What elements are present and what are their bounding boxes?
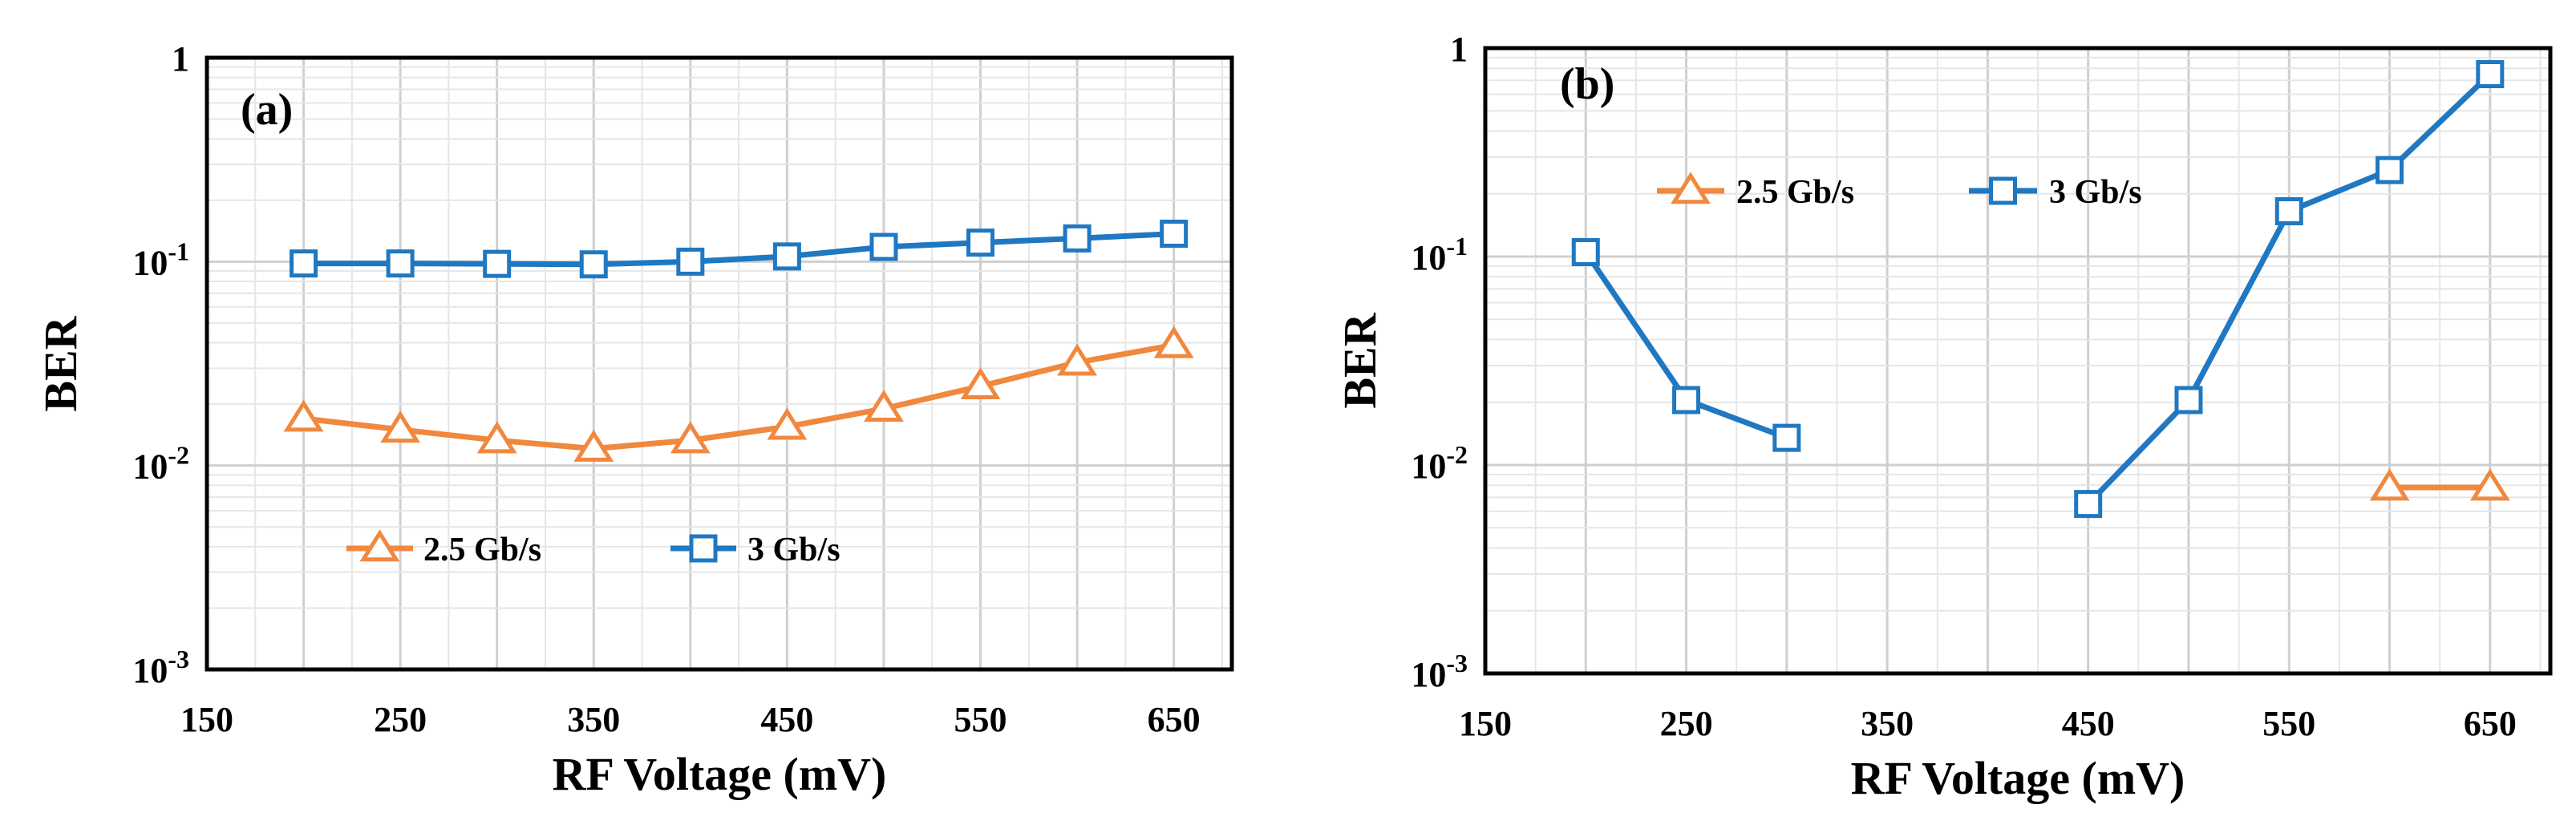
legend-entry-3-gbps: 3 Gb/s [670, 532, 840, 568]
x-tick-label: 350 [1861, 704, 1914, 743]
x-tick-label: 250 [374, 700, 427, 739]
data-point-square [1672, 386, 1701, 414]
data-point-triangle [380, 410, 421, 443]
legend-label: 3 Gb/s [2049, 174, 2142, 211]
y-tick-label: 10-3 [132, 645, 189, 690]
data-point-triangle [476, 421, 517, 454]
legend-label: 3 Gb/s [747, 532, 840, 568]
series-a [283, 220, 1194, 462]
x-tick-label: 150 [180, 700, 233, 739]
x-tick-label: 450 [2062, 704, 2115, 743]
y-axis-title-a: BER [34, 315, 87, 411]
legend-entry-2-5-gbps: 2.5 Gb/s [346, 529, 541, 568]
x-tick-label: 550 [954, 700, 1007, 739]
legend-a: 2.5 Gb/s 3 Gb/s [346, 529, 840, 568]
legend-label: 2.5 Gb/s [1736, 174, 1854, 211]
y-tick-labels-a: 1 10-1 10-2 10-3 [132, 39, 189, 690]
triangle-marker-icon [359, 529, 400, 562]
series-b [1571, 59, 2510, 519]
data-point-triangle [1153, 326, 1194, 358]
panel-label-a: (a) [241, 85, 293, 135]
y-tick-label: 10-1 [132, 237, 189, 282]
data-point-square [1063, 224, 1092, 253]
x-tick-label: 650 [1148, 700, 1201, 739]
data-point-square [1160, 220, 1189, 249]
data-point-triangle [767, 407, 808, 440]
x-tick-label: 550 [2262, 704, 2315, 743]
y-tick-label: 1 [172, 39, 189, 79]
series-line [303, 342, 1175, 452]
data-point-square [1571, 237, 1600, 266]
x-tick-labels-a: 150 250 350 450 550 650 [180, 700, 1201, 739]
x-tick-label: 650 [2464, 704, 2517, 743]
plot-frame-a [205, 55, 1234, 672]
y-tick-label: 10-3 [1411, 649, 1468, 694]
y-tick-labels-b: 1 10-1 10-2 10-3 [1411, 30, 1468, 694]
y-tick-label: 10-2 [1411, 440, 1468, 486]
grid-a [205, 58, 1232, 671]
data-point-triangle [573, 429, 614, 462]
x-tick-label: 350 [567, 700, 620, 739]
legend-label: 2.5 Gb/s [423, 532, 541, 568]
data-point-square [869, 232, 898, 261]
data-point-square [483, 249, 512, 278]
data-point-square [290, 249, 318, 278]
square-marker-icon [689, 534, 718, 563]
data-point-triangle [864, 390, 904, 423]
y-tick-label: 1 [1450, 30, 1468, 69]
data-point-triangle [2469, 468, 2510, 501]
data-point-square [2376, 156, 2404, 184]
data-point-square [676, 247, 705, 276]
chart-panel-b: 150 250 350 450 550 650 1 10-1 10-2 10-3 (b) RF … [1334, 30, 2553, 804]
x-axis-title-a: RF Voltage (mV) [553, 748, 887, 800]
y-axis-title-b: BER [1334, 312, 1386, 408]
data-point-triangle [960, 366, 1001, 399]
data-point-square [2074, 490, 2103, 519]
data-point-triangle [2369, 468, 2410, 501]
series-line [303, 231, 1174, 268]
y-tick-label: 10-2 [132, 441, 189, 487]
data-point-square [2476, 59, 2505, 88]
data-point-square [966, 228, 995, 257]
data-point-square [2174, 386, 2203, 414]
data-point-square [2274, 196, 2303, 225]
plot-frame-b [1483, 46, 2553, 676]
chart-panel-a: 150 250 350 450 550 650 1 10-1 10-2 10-3 (a) RF … [34, 39, 1234, 800]
data-point-triangle [670, 421, 711, 454]
x-tick-labels-b: 150 250 350 450 550 650 [1459, 704, 2517, 743]
square-marker-icon [1989, 176, 2017, 205]
x-tick-label: 150 [1459, 704, 1512, 743]
data-point-square [772, 242, 801, 271]
data-point-triangle [283, 399, 324, 432]
panel-label-b: (b) [1560, 59, 1614, 109]
data-point-square [1772, 423, 1801, 452]
legend-b: 2.5 Gb/s 3 Gb/s [1657, 172, 2142, 211]
data-point-square [386, 249, 415, 278]
data-point-square [579, 250, 608, 279]
y-tick-label: 10-1 [1411, 232, 1468, 277]
triangle-marker-icon [1671, 172, 1711, 204]
legend-entry-3-gbps: 3 Gb/s [1969, 174, 2142, 211]
x-axis-title-b: RF Voltage (mV) [1851, 752, 2185, 804]
x-tick-label: 450 [760, 700, 813, 739]
data-point-triangle [1057, 343, 1097, 376]
x-tick-label: 250 [1660, 704, 1713, 743]
legend-entry-2-5-gbps: 2.5 Gb/s [1657, 172, 1854, 211]
